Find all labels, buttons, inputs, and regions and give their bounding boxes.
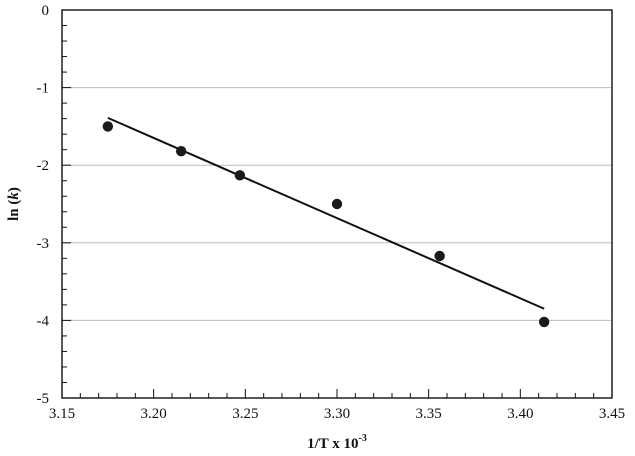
x-tick-label: 3.25	[232, 406, 258, 422]
y-tick-label: -4	[37, 313, 50, 329]
x-tick-label: 3.40	[507, 406, 533, 422]
axis-ticks	[61, 9, 613, 399]
data-point	[175, 146, 187, 157]
y-axis-title-prefix: ln (	[6, 200, 22, 221]
y-axis-title-suffix: )	[6, 187, 22, 192]
y-axis-title-variable: k	[6, 192, 22, 200]
fit-line	[107, 116, 545, 310]
x-tick-label: 3.35	[416, 406, 442, 422]
y-tick-label: -5	[37, 391, 50, 407]
x-tick-label: 3.15	[49, 406, 75, 422]
x-tick-label: 3.30	[324, 406, 350, 422]
data-point	[434, 250, 445, 262]
x-axis-title-exponent: -3	[359, 433, 367, 444]
gridlines	[62, 87, 612, 321]
data-point	[538, 316, 550, 328]
x-tick-label: 3.45	[599, 406, 625, 422]
y-tick-label: -3	[37, 236, 50, 252]
x-tick-label: 3.20	[141, 406, 167, 422]
data-point	[331, 198, 343, 210]
data-point	[234, 170, 246, 181]
y-axis-title: ln (k)	[6, 187, 22, 221]
x-tick-labels: 3.15 3.20 3.25 3.30 3.35 3.40 3.45	[49, 406, 625, 422]
y-tick-label: 0	[42, 3, 50, 19]
fit-line-layer	[107, 116, 545, 310]
x-axis-title-base: 1/T x 10	[307, 436, 358, 452]
y-tick-labels: 0 -1 -2 -3 -4 -5	[37, 3, 50, 407]
y-tick-label: -1	[37, 81, 50, 97]
x-axis-title: 1/T x 10-3	[307, 433, 367, 452]
data-point	[102, 121, 114, 132]
data-points	[102, 121, 550, 328]
y-tick-label: -2	[37, 158, 50, 174]
